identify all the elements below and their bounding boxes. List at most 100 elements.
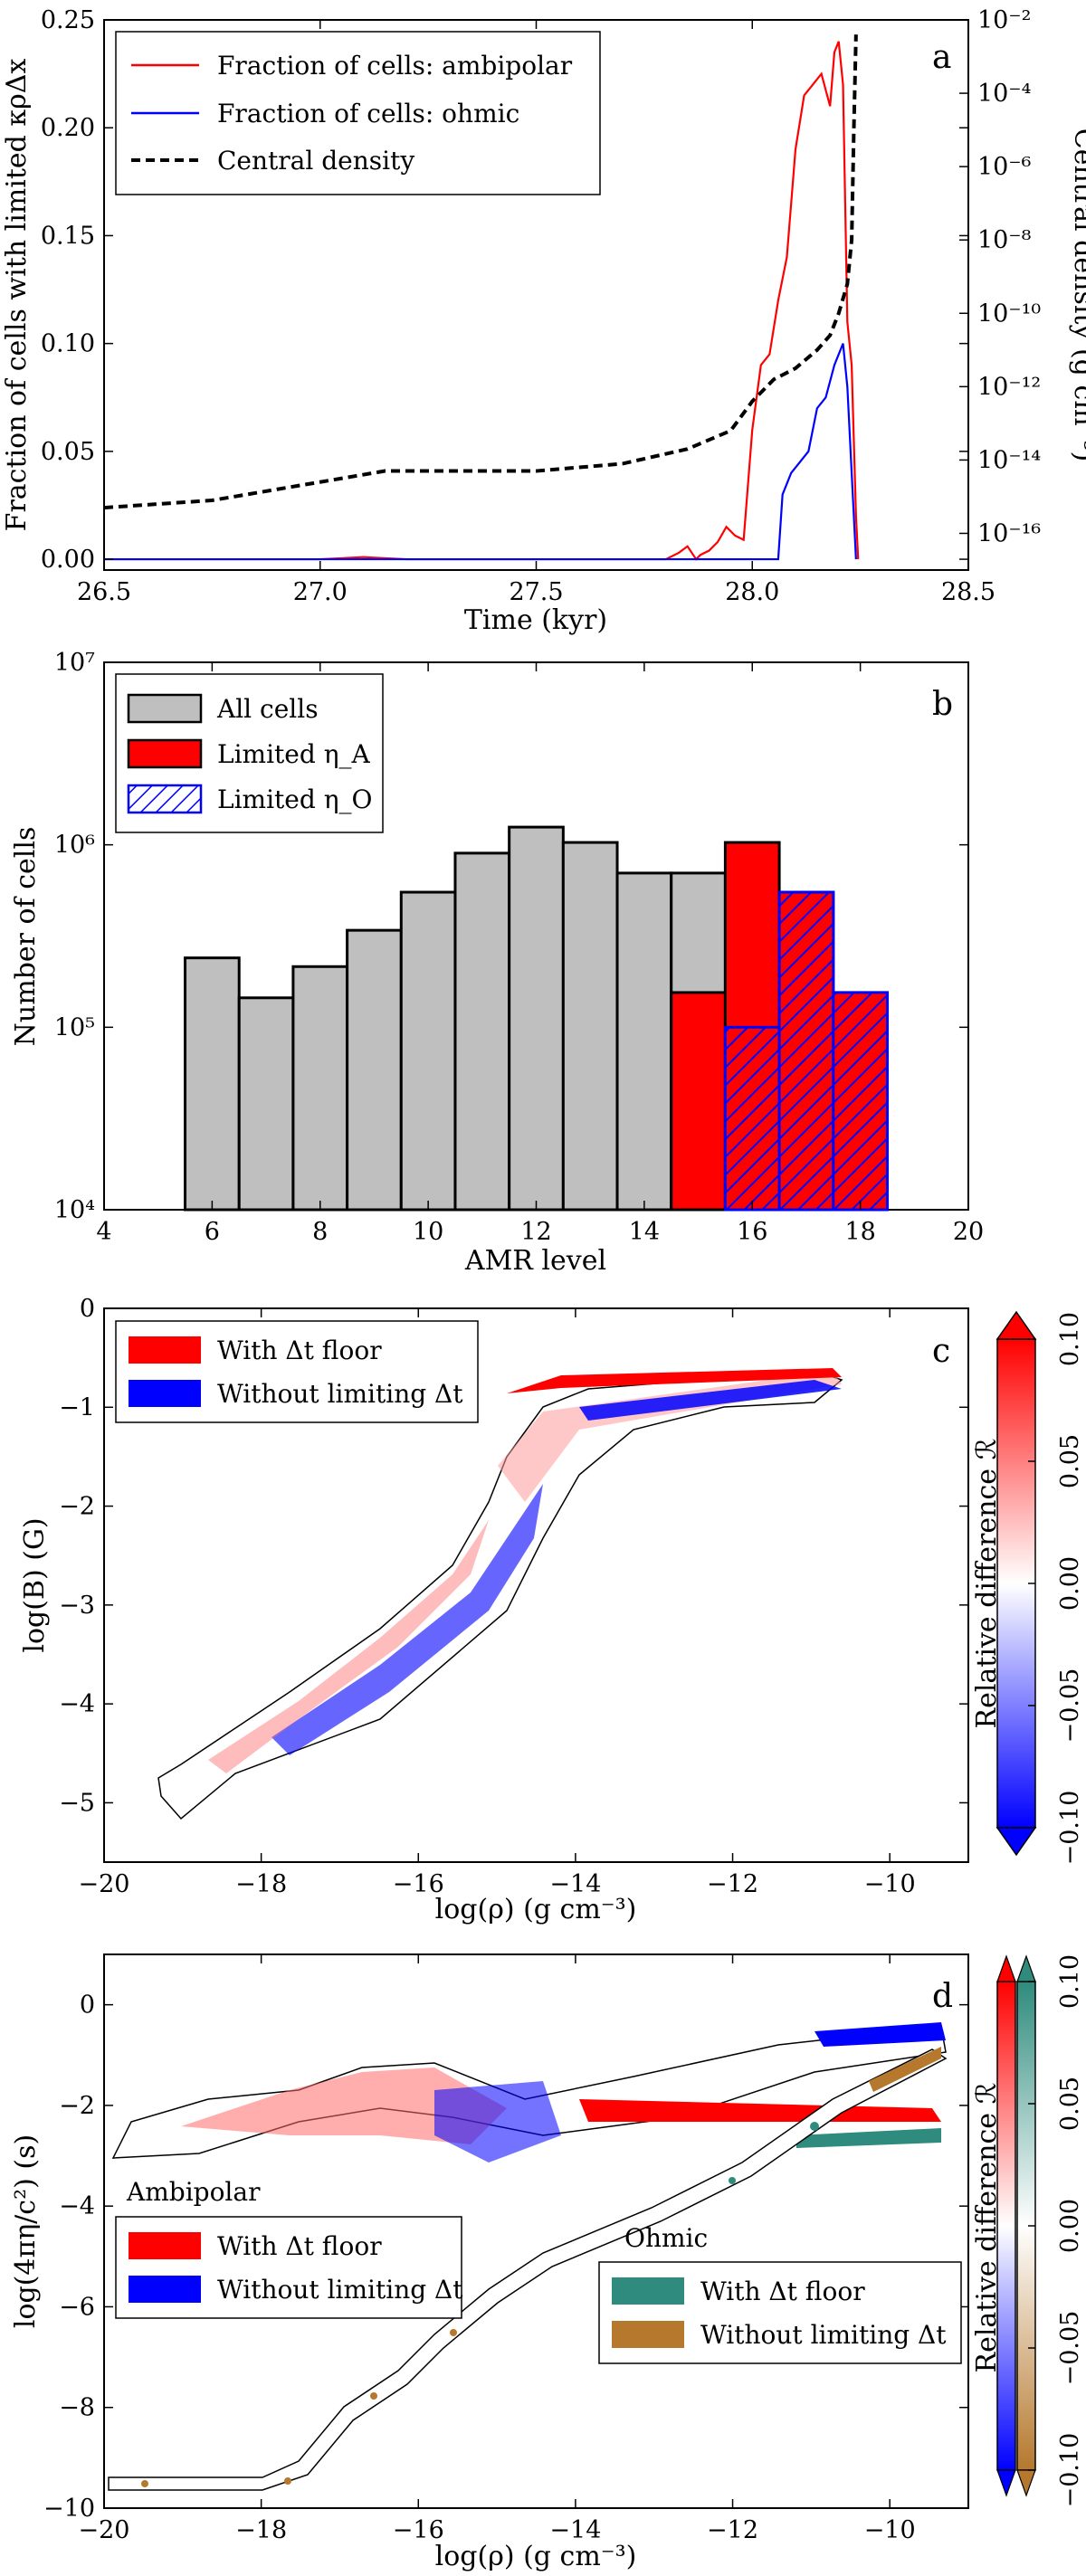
panel-d-colorbar-max-arrow [1016, 1954, 1036, 1982]
legend-swatch-d-amb-without-limit [129, 2276, 201, 2303]
panel-d-ohmic-point [810, 2122, 819, 2131]
panel-d-ytick-label: 0 [80, 1991, 95, 2020]
bar-all-cells [237, 996, 295, 1212]
panel-b-xtick-label: 12 [520, 1218, 551, 1246]
panel-d-brown-band [869, 2047, 941, 2092]
panel-c-blue-band [579, 1380, 842, 1421]
panel-c-xtick-label: −18 [235, 1870, 287, 1898]
colorbar-tick-label: 0.10 [1056, 1312, 1084, 1366]
legend-entry-limited-eta-a: Limited η_A [217, 739, 370, 769]
panel-c-xtick-label: −12 [707, 1870, 758, 1898]
panel-b-ytick-label: 10⁷ [54, 649, 95, 677]
legend-entry-d-ohm-without-limit: Without limiting Δt [700, 2320, 947, 2350]
panel-b-legend: All cells Limited η_A Limited η_O [115, 673, 384, 833]
colorbar-tick-label: 0.10 [1056, 1954, 1084, 2009]
panel-a-ytick-right-label: 10⁻¹⁰ [977, 299, 1041, 328]
panel-c-xtick-label: −20 [79, 1870, 130, 1898]
bar-all-cells [615, 871, 673, 1212]
panel-c-red-streak [208, 1520, 489, 1773]
panel-c-xtick-label: −10 [864, 1870, 916, 1898]
colorbar-tick-label: 0.05 [1056, 2077, 1084, 2131]
panel-c-xlabel: log(ρ) (g cm⁻³) [435, 1894, 637, 1925]
panel-c-xtick-label: −14 [549, 1870, 601, 1898]
colorbar-tick-label: 0.05 [1056, 1434, 1084, 1488]
panel-b-xtick-label: 6 [205, 1218, 220, 1246]
legend-entry-c-with-floor: With Δt floor [217, 1336, 382, 1365]
panel-c-xtick-label: −16 [393, 1870, 444, 1898]
panel-d-blue-band [814, 2022, 946, 2047]
panel-a-ytick-right-label: 10⁻² [977, 6, 1031, 34]
bar-limited-eta-a [670, 991, 727, 1212]
panel-c-colorbar-label: Relative difference ℛ [971, 1438, 1003, 1728]
bar-all-cells [453, 851, 511, 1212]
panel-b-bars [184, 825, 889, 1212]
series-line-ambipolar [104, 41, 860, 561]
panel-d-ytick-label: −6 [59, 2293, 95, 2321]
panel-c-scatter [157, 1368, 843, 1820]
bar-all-cells [346, 928, 403, 1212]
bar-limited-eta-o [723, 1025, 781, 1212]
panel-d-xtick-label: −12 [707, 2516, 758, 2544]
panel-d-legend-ohmic: With Δt floor Without limiting Δt [598, 2261, 962, 2364]
legend-entry-ambipolar: Fraction of cells: ambipolar [217, 51, 573, 81]
panel-a: 26.5 27.0 27.5 28.0 28.5 0.00 0.05 0.10 0.15 0.20… [1, 6, 1086, 636]
panel-a-ytick-right-label: 10⁻⁸ [977, 226, 1032, 254]
panel-a-series [103, 34, 860, 561]
legend-swatch-limited-eta-a [127, 738, 203, 769]
panel-a-ytick-right-label: 10⁻¹² [977, 373, 1041, 401]
colorbar-tick-label: 0.00 [1056, 2199, 1084, 2253]
panel-a-ytick-right-label: 10⁻⁴ [977, 80, 1031, 108]
bar-all-cells [184, 956, 241, 1212]
panel-d-ohmic-point [284, 2477, 291, 2485]
panel-c-legend: With Δt floor Without limiting Δt [115, 1320, 479, 1423]
bar-limited-eta-o [777, 890, 835, 1212]
panel-c: −20 −18 −16 −14 −12 −10−5−4−3−2−10 c log(ρ) (… [19, 1295, 1084, 1925]
colorbar-tick-label: 0.00 [1056, 1556, 1084, 1611]
panel-a-label: a [932, 39, 951, 76]
panel-d-ohmic-outline [108, 2048, 948, 2491]
panel-d-colorbar-min-arrow [1016, 2469, 1036, 2497]
panel-a-ticks: 26.5 27.0 27.5 28.0 28.5 0.00 0.05 0.10 0.15 0.20… [41, 6, 1042, 606]
colorbar-tick-label: −0.05 [1056, 1668, 1084, 1744]
legend-entry-d-ohm-with-floor: With Δt floor [700, 2277, 865, 2306]
panel-c-ytick-label: −5 [59, 1789, 95, 1817]
panel-b-ylabel: Number of cells [10, 827, 42, 1047]
panel-b-xtick-label: 10 [413, 1218, 443, 1246]
panel-a-xtick-label: 28.0 [725, 578, 779, 606]
panel-d-xtick-label: −18 [235, 2516, 287, 2544]
panel-d-ticks: −20 −18 −16 −14 −12 −10−10−8−6−4−20 [43, 1954, 968, 2544]
panel-d-xlabel: log(ρ) (g cm⁻³) [435, 2541, 637, 2572]
bar-all-cells [508, 825, 565, 1212]
panel-d-ylabel: log(4πη/c²) (s) [10, 2134, 42, 2328]
panel-a-xtick-label: 27.0 [293, 578, 348, 606]
panel-a-ytick-right-label: 10⁻⁶ [977, 153, 1032, 181]
panel-d-scatter [108, 2022, 948, 2491]
panel-d-group-ambipolar: Ambipolar [126, 2177, 261, 2207]
panel-c-ytick-label: 0 [80, 1295, 95, 1323]
panel-d-red-region [181, 2067, 507, 2144]
panel-c-ylabel: log(B) (G) [19, 1517, 51, 1652]
legend-entry-d-amb-with-floor: With Δt floor [217, 2231, 382, 2261]
panel-c-red-top [507, 1368, 842, 1393]
panel-b-xtick-label: 20 [953, 1218, 984, 1246]
legend-swatch-d-amb-with-floor [129, 2232, 201, 2259]
panel-a-ytick-label: 0.00 [41, 546, 95, 574]
panel-d-ohmic-point [450, 2329, 457, 2336]
panel-d-xtick-label: −14 [549, 2516, 601, 2544]
panel-c-colorbar: −0.10 −0.05 0.00 0.05 0.10 Relative differen… [971, 1310, 1084, 1866]
panel-d: −20 −18 −16 −14 −12 −10−10−8−6−4−20 d log(ρ) … [10, 1953, 1084, 2572]
panel-d-xtick-label: −20 [79, 2516, 130, 2544]
panel-b-xtick-label: 16 [737, 1218, 767, 1246]
bar-limited-eta-o [832, 991, 889, 1212]
panel-d-group-ohmic: Ohmic [624, 2223, 708, 2253]
legend-swatch-d-ohm-without-limit [612, 2321, 684, 2348]
colorbar-tick-label: −0.10 [1056, 1791, 1084, 1866]
legend-swatch-c-without-limit [129, 1380, 201, 1407]
legend-entry-d-amb-without-limit: Without limiting Δt [217, 2275, 463, 2305]
panel-d-ytick-label: −4 [59, 2192, 95, 2220]
panel-c-colorbar-max-arrow [996, 1310, 1037, 1340]
panel-d-xtick-label: −16 [393, 2516, 444, 2544]
panel-b-label: b [932, 686, 953, 723]
panel-d-ohmic-point [141, 2480, 148, 2487]
